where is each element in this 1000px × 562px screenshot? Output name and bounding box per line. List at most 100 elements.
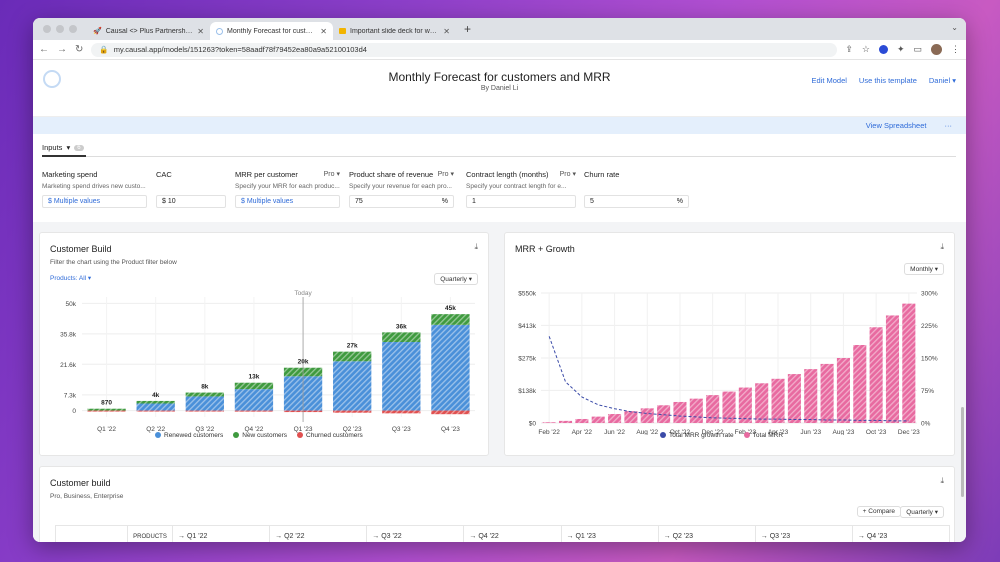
- extension-icon[interactable]: [878, 45, 888, 54]
- download-icon[interactable]: ⤓: [940, 242, 944, 251]
- bar-renewed: [431, 324, 470, 411]
- column-header[interactable]: → Q1 '23: [560, 525, 659, 542]
- period-select[interactable]: Monthly ▾: [904, 263, 944, 275]
- pro-select[interactable]: Pro ▾: [437, 171, 454, 178]
- x-tick-label: Dec '23: [898, 429, 920, 435]
- compare-button[interactable]: + Compare: [856, 506, 901, 517]
- tab-title: Causal <> Plus Partnership Ma: [105, 27, 194, 35]
- reload-icon[interactable]: ↻: [75, 44, 84, 55]
- chart-legend: Renewed customers New customers Churned cu…: [155, 432, 363, 439]
- scrollbar[interactable]: [961, 407, 964, 497]
- chart-subtitle: Filter the chart using the Product filte…: [50, 259, 177, 266]
- x-tick-label: Oct '23: [866, 429, 887, 435]
- input-field: Churn rate 5%: [584, 170, 689, 208]
- field-value-input[interactable]: 5%: [584, 195, 689, 208]
- browser-tab-1[interactable]: 🚀 Causal <> Plus Partnership Ma ✕: [87, 22, 210, 40]
- bar-total-mrr: [836, 358, 850, 423]
- chevron-down-icon[interactable]: ⌄: [951, 23, 958, 32]
- share-icon[interactable]: ⇪: [845, 44, 853, 54]
- field-value-input[interactable]: $ Multiple values: [235, 195, 340, 208]
- bar-churned: [234, 410, 274, 412]
- legend-label: Churned customers: [306, 432, 363, 439]
- growth-rate-line: [548, 336, 909, 422]
- edit-model-button[interactable]: Edit Model: [811, 76, 847, 85]
- causal-logo-icon[interactable]: [43, 70, 61, 88]
- products-filter[interactable]: Products: All ▾: [50, 275, 92, 282]
- bar-renewed: [185, 396, 224, 411]
- browser-tab-3[interactable]: Important slide deck for weekl ✕: [333, 22, 456, 40]
- field-value-input[interactable]: 75%: [349, 195, 454, 208]
- column-header[interactable]: → Q4 '23: [851, 525, 951, 542]
- field-value-input[interactable]: 1: [466, 195, 576, 208]
- byline: By Daniel Li: [480, 85, 519, 92]
- close-icon[interactable]: ✕: [197, 26, 204, 36]
- more-icon[interactable]: ⋮: [951, 44, 960, 54]
- bar-churned: [333, 410, 372, 413]
- use-template-button[interactable]: Use this template: [858, 76, 917, 85]
- bar-new: [185, 392, 224, 397]
- tab-title: Important slide deck for weekl: [350, 27, 440, 35]
- legend-item[interactable]: Total MRR: [743, 432, 783, 439]
- data-label: 45k: [445, 305, 456, 312]
- view-spreadsheet-button[interactable]: View Spreadsheet: [865, 121, 927, 130]
- puzzle-icon[interactable]: ✦: [896, 44, 905, 54]
- column-header[interactable]: → Q3 '23: [754, 525, 853, 542]
- field-value: 5: [590, 198, 594, 205]
- field-label: Churn rate: [584, 170, 620, 179]
- legend-dot: [233, 432, 240, 439]
- pro-select[interactable]: Pro ▾: [559, 171, 576, 178]
- user-menu[interactable]: Daniel ▾: [928, 76, 956, 85]
- count-badge: 6: [74, 144, 84, 151]
- field-description: Specify your MRR for each produc...: [235, 183, 340, 190]
- forward-arrow-icon[interactable]: →: [57, 44, 67, 55]
- legend-item[interactable]: Total MRR growth rate: [660, 432, 734, 439]
- column-header[interactable]: → Q1 '22: [171, 525, 271, 542]
- period-select[interactable]: Quarterly ▾: [434, 273, 478, 285]
- pro-select[interactable]: Pro ▾: [323, 171, 340, 178]
- field-value-input[interactable]: $ 10: [156, 195, 226, 208]
- sidebar-icon[interactable]: ▭: [913, 44, 922, 54]
- x-tick-label: Q1 '23: [294, 426, 313, 433]
- tab-bar: 🚀 Causal <> Plus Partnership Ma ✕ Monthl…: [33, 18, 966, 40]
- bar-total-mrr: [853, 345, 867, 423]
- star-icon[interactable]: ☆: [861, 44, 870, 54]
- more-options-button[interactable]: ···: [944, 121, 953, 130]
- close-icon[interactable]: ✕: [320, 26, 327, 36]
- new-tab-button[interactable]: +: [464, 22, 472, 36]
- y-tick-label: 7.3k: [64, 392, 77, 399]
- download-icon[interactable]: ⤓: [474, 242, 478, 251]
- column-header[interactable]: → Q3 '22: [366, 525, 465, 542]
- avatar[interactable]: [931, 44, 942, 55]
- tab-label: Inputs: [42, 143, 63, 152]
- x-tick-label: Q3 '23: [392, 426, 411, 433]
- tab-inputs[interactable]: Inputs ▾ 6: [42, 143, 84, 152]
- legend-item[interactable]: Churned customers: [297, 432, 363, 439]
- bar-total-mrr: [722, 391, 736, 423]
- legend-item[interactable]: New customers: [233, 432, 287, 439]
- bar-total-mrr: [558, 420, 573, 423]
- y-tick-label-right: 150%: [921, 356, 938, 363]
- field-label-row: Contract length (months) Pro ▾: [466, 170, 576, 179]
- field-description: [584, 183, 689, 190]
- download-icon[interactable]: ⤓: [940, 476, 944, 485]
- browser-tab-2[interactable]: Monthly Forecast for customers ✕: [210, 22, 333, 40]
- table-header-row: PRODUCTS → Q1 '22 → Q2 '22 → Q3 '22 → Q4 '22…: [55, 525, 951, 542]
- rocket-icon: 🚀: [93, 28, 102, 35]
- window-controls[interactable]: [33, 25, 87, 33]
- bar-total-mrr: [885, 315, 900, 423]
- period-select[interactable]: Quarterly ▾: [900, 506, 944, 518]
- bar-new: [431, 314, 470, 325]
- legend-item[interactable]: Renewed customers: [155, 432, 223, 439]
- chart-title: Customer Build: [50, 244, 112, 254]
- column-header[interactable]: → Q2 '22: [269, 525, 368, 542]
- url-bar[interactable]: 🔒 my.causal.app/models/151263?token=58aa…: [91, 42, 838, 57]
- field-value-input[interactable]: $ Multiple values: [42, 195, 147, 208]
- bar-total-mrr: [804, 369, 818, 423]
- bar-total-mrr: [820, 363, 834, 423]
- back-arrow-icon[interactable]: ←: [39, 44, 49, 55]
- bar-total-mrr: [771, 378, 785, 423]
- close-icon[interactable]: ✕: [443, 26, 450, 36]
- column-header[interactable]: → Q2 '23: [657, 525, 756, 542]
- column-header[interactable]: → Q4 '22: [463, 525, 562, 542]
- x-tick-label: Q2 '23: [343, 426, 362, 433]
